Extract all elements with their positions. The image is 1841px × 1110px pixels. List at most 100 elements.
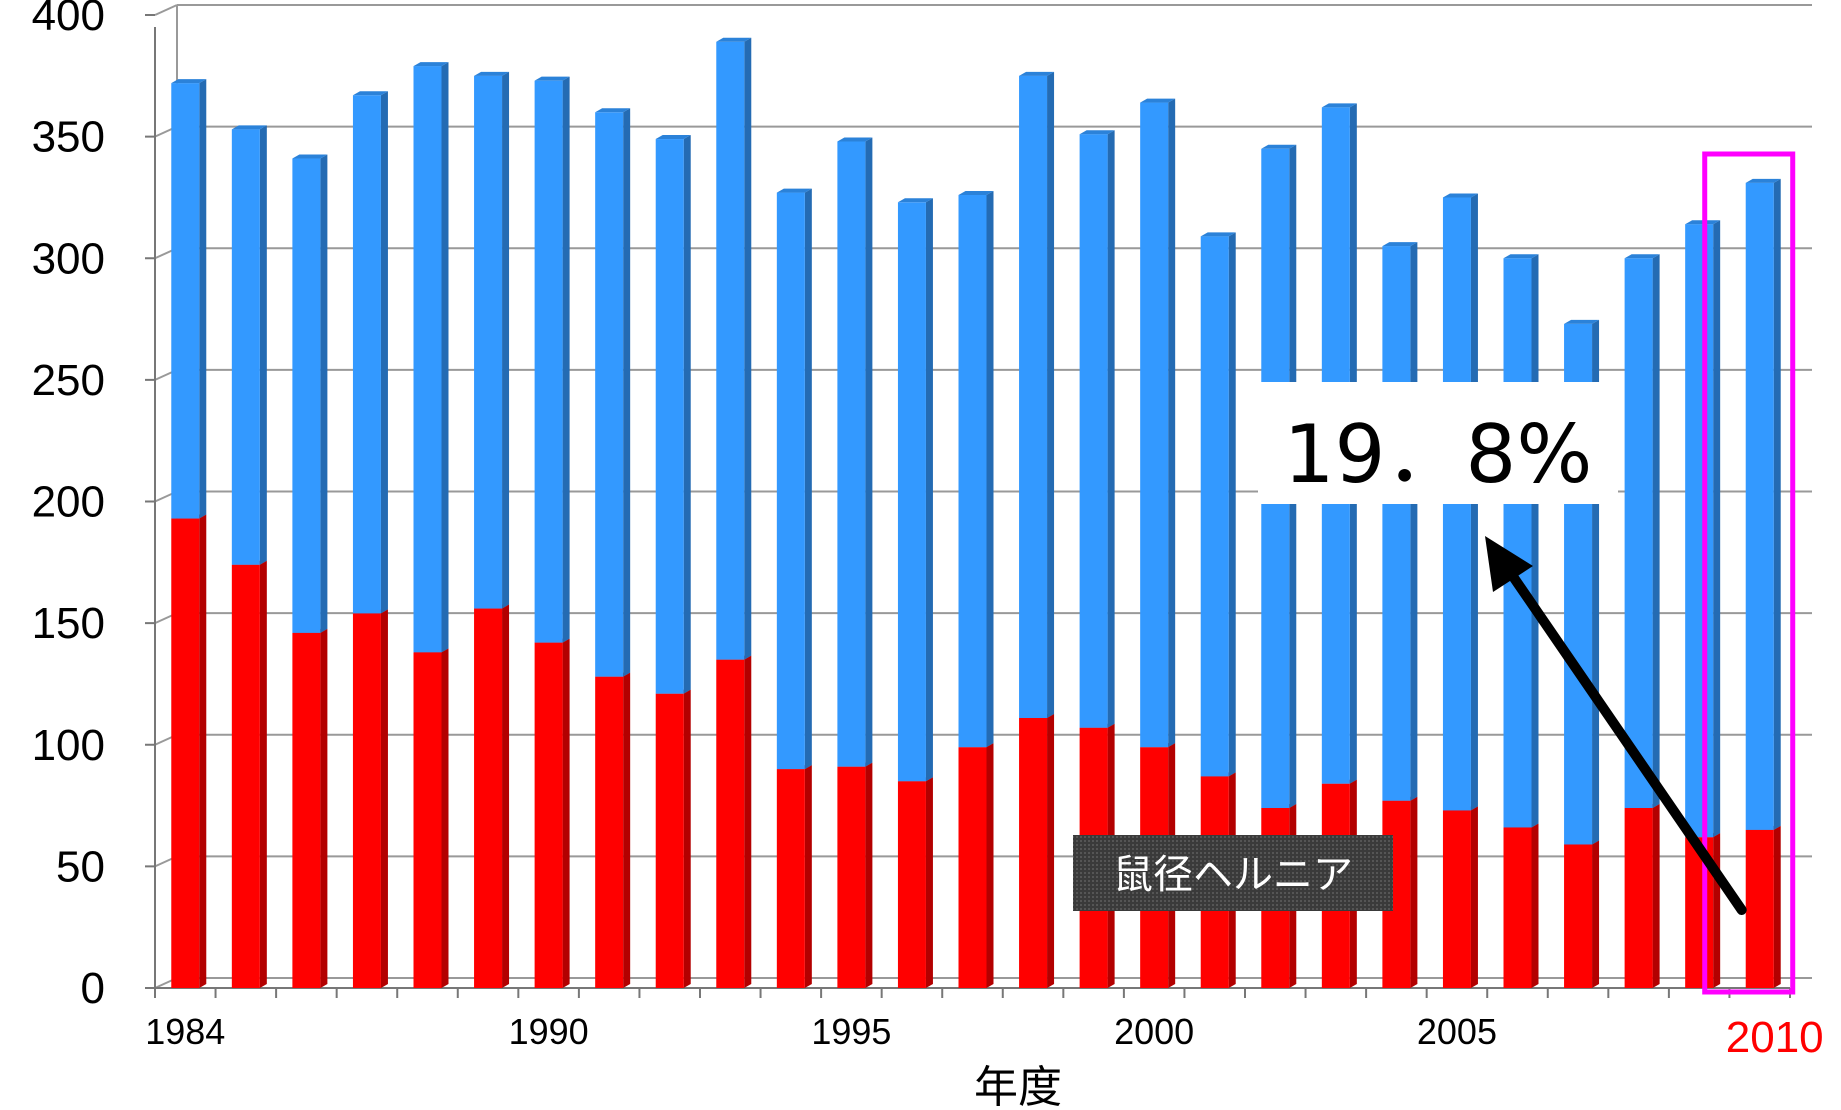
bar-segment-red [1624, 803, 1660, 988]
bar-segment-blue-top [1321, 103, 1357, 108]
bar-segment-blue-side [1107, 130, 1115, 728]
x-tick-label: 2010 [1726, 1013, 1824, 1062]
bar-segment-blue-side [1713, 220, 1721, 838]
bar-segment-blue [534, 76, 570, 643]
bar-segment-red [171, 514, 207, 988]
bar-segment-red [1685, 833, 1721, 988]
bar-segment-red-front [534, 642, 563, 988]
bar-segment-red [352, 609, 388, 988]
bar-segment-red [655, 689, 691, 988]
bar-segment-red-side [986, 743, 994, 988]
arrow-shaft [1494, 551, 1747, 915]
bar-segment-blue-front [534, 80, 563, 643]
bar-segment-red-side [865, 762, 873, 988]
bar-segment-red [413, 648, 449, 988]
bar-segment-red [231, 560, 267, 988]
bar-segment-red-front [1624, 807, 1653, 988]
bar-segment-blue [352, 91, 388, 614]
bar-segment-blue-side [623, 108, 631, 677]
bar-segment-blue-side [1047, 71, 1055, 718]
bar-segment-blue [231, 125, 267, 565]
bar-segment-red-front [716, 659, 745, 988]
bar-segment-blue [1140, 98, 1176, 748]
bar-segment-red-front [231, 564, 260, 988]
bar-segment-red-front [1745, 829, 1774, 988]
bar-segment-blue-top [1200, 232, 1236, 237]
bar-segment-red-front [837, 766, 866, 988]
bar-segment-red-front [352, 613, 381, 988]
bar-segment-blue-side [865, 137, 873, 767]
y-tick-label: 0 [81, 964, 105, 1013]
bar-segment-blue-side [986, 191, 994, 748]
bar-segment-blue-front [655, 139, 684, 694]
bar-segment-red-side [1773, 825, 1781, 988]
legend: 鼠径ヘルニア [1073, 835, 1393, 911]
legend-box [1073, 835, 1393, 911]
bar-segment-red [716, 655, 752, 988]
bars [171, 37, 1781, 988]
bar-segment-blue-top [655, 135, 691, 140]
bar-segment-blue-side [1228, 232, 1236, 777]
bar-segment-red [1503, 823, 1539, 988]
bar-segment-red-side [925, 777, 933, 988]
bar-segment-blue [1079, 130, 1115, 728]
gridline-depth [154, 4, 178, 16]
bar-segment-blue-side [1168, 98, 1176, 748]
bar-segment-red [776, 765, 812, 988]
bar-segment-blue [1019, 71, 1055, 718]
bar-segment-blue-front [1079, 134, 1108, 728]
bar-segment-blue-side [259, 125, 267, 565]
bar-segment-blue-top [1140, 98, 1176, 103]
bar-segment-blue-top [595, 108, 631, 113]
bar-segment-blue-side [925, 198, 933, 782]
bar-segment-blue-top [1261, 144, 1297, 149]
bar-segment-red-side [259, 560, 267, 988]
legend-label: 鼠径ヘルニア [1113, 852, 1353, 898]
bar-segment-blue [1503, 254, 1539, 828]
bar-segment-blue [837, 137, 873, 767]
bar-segment-red-front [1564, 844, 1593, 988]
bar-segment-red-side [1470, 806, 1478, 988]
y-tick-label: 200 [32, 478, 105, 527]
bar-segment-blue-top [1624, 254, 1660, 259]
bar-segment-blue-front [1140, 102, 1169, 748]
bar-segment-red-front [595, 676, 624, 988]
bar-segment-blue [1382, 242, 1418, 801]
bar-segment-blue [171, 79, 207, 519]
bar-segment-red-side [744, 655, 752, 988]
bar-segment-blue-front [352, 95, 381, 614]
bar-segment-blue [413, 62, 449, 653]
bar-segment-red-front [171, 518, 200, 988]
bar-segment-red [1745, 825, 1781, 988]
y-tick-label: 400 [32, 0, 105, 40]
bar-segment-blue-side [562, 76, 570, 643]
bar-segment-red-side [1652, 803, 1660, 988]
bar-segment-red-side [320, 628, 328, 988]
bar-segment-red-front [655, 693, 684, 988]
bar-segment-red-side [380, 609, 388, 988]
bar-segment-red-front [1503, 827, 1532, 988]
bar-segment-red-side [1592, 840, 1600, 988]
bar-segment-red [1564, 840, 1600, 988]
bar-segment-red-side [562, 638, 570, 988]
bar-segment-red-front [958, 747, 987, 988]
bar-segment-blue-top [292, 154, 328, 159]
bar-segment-red-front [1019, 717, 1048, 988]
bar-segment-blue-front [958, 195, 987, 748]
bar-segment-red-front [1442, 810, 1471, 988]
bar-segment-red [1382, 796, 1418, 988]
bar-segment-red [897, 777, 933, 988]
bar-segment-red-front [413, 652, 442, 988]
bar-segment-blue-front [1745, 182, 1774, 830]
bar-segment-blue-top [171, 79, 207, 84]
bar-segment-blue-side [502, 71, 510, 609]
bar-segment-blue-side [1531, 254, 1539, 828]
bar-segment-red-side [804, 765, 812, 988]
bar-segment-blue-front [413, 66, 442, 653]
bar-segment-blue [1200, 232, 1236, 777]
bar-segment-blue [292, 154, 328, 633]
bar-segment-blue-top [776, 188, 812, 193]
bar-segment-red [474, 604, 510, 988]
